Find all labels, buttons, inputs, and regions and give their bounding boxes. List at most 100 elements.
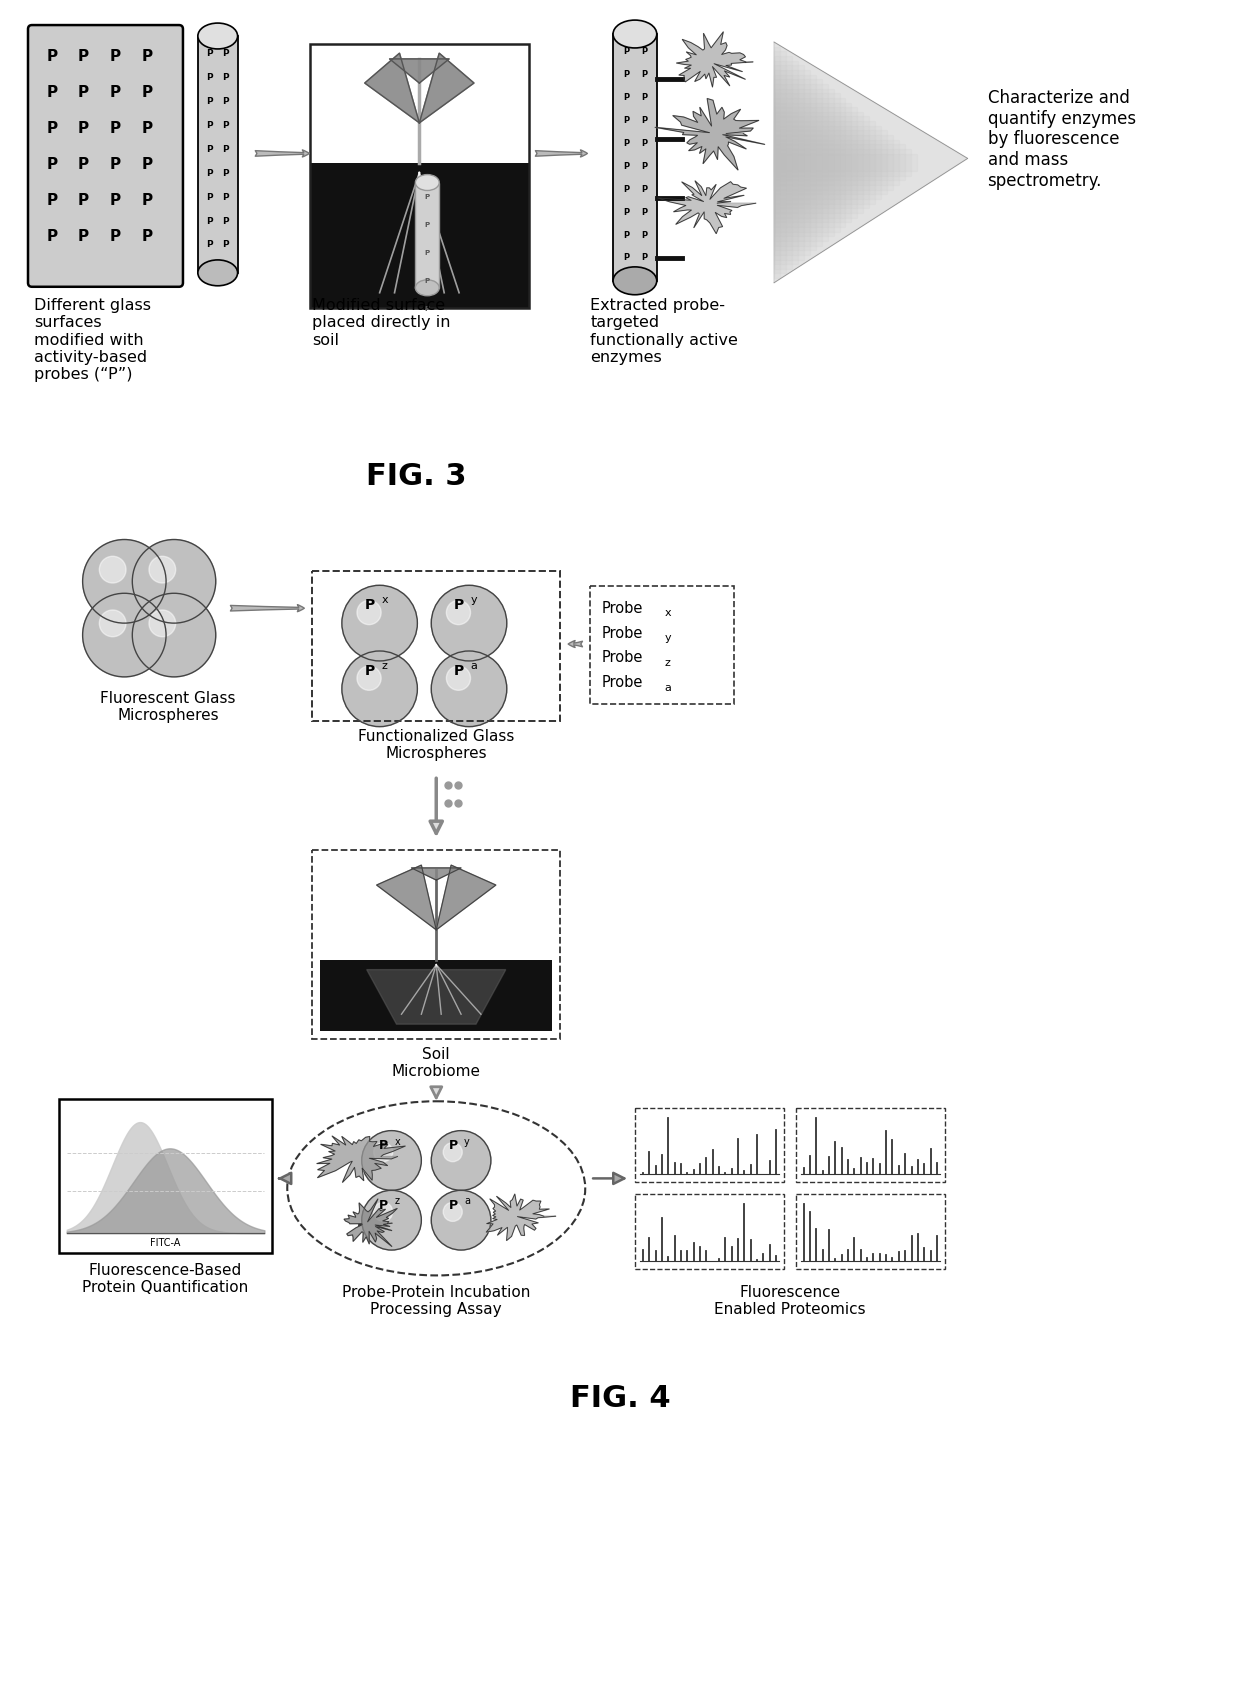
Polygon shape [774, 135, 893, 189]
Text: x: x [394, 1137, 401, 1147]
Text: P: P [222, 240, 229, 249]
Text: P: P [222, 193, 229, 201]
Text: P: P [222, 169, 229, 177]
Polygon shape [655, 99, 765, 170]
Circle shape [357, 666, 381, 690]
Text: P: P [46, 85, 57, 101]
Text: P: P [622, 116, 629, 124]
Text: Fluorescence-Based
Protein Quantification: Fluorescence-Based Protein Quantificatio… [82, 1263, 248, 1295]
Polygon shape [774, 75, 816, 250]
Circle shape [443, 1143, 463, 1162]
Bar [58, 1099, 273, 1252]
Bar [590, 586, 734, 704]
Text: P: P [379, 1138, 388, 1152]
Text: P: P [641, 254, 647, 262]
Polygon shape [657, 181, 756, 233]
Text: P: P [207, 193, 213, 201]
Text: P: P [78, 85, 89, 101]
Polygon shape [774, 121, 875, 203]
Polygon shape [677, 32, 753, 87]
Text: P: P [641, 116, 647, 124]
Text: P: P [207, 169, 213, 177]
Polygon shape [774, 43, 967, 283]
Polygon shape [365, 53, 419, 123]
Text: P: P [110, 157, 122, 172]
Bar [198, 36, 238, 273]
Ellipse shape [198, 261, 238, 286]
Ellipse shape [198, 24, 238, 49]
Text: P: P [141, 49, 153, 65]
FancyBboxPatch shape [29, 26, 184, 286]
Bar [415, 182, 439, 288]
Polygon shape [774, 97, 846, 227]
Polygon shape [486, 1195, 556, 1241]
Text: P: P [78, 157, 89, 172]
Circle shape [149, 610, 176, 637]
Text: P: P [46, 228, 57, 244]
Text: Fluorescent Glass
Microspheres: Fluorescent Glass Microspheres [100, 690, 236, 722]
Text: P: P [222, 145, 229, 153]
Polygon shape [774, 94, 839, 232]
Bar [310, 44, 528, 308]
Text: x: x [665, 608, 671, 619]
Text: P: P [110, 85, 122, 101]
Text: P: P [622, 208, 629, 216]
Text: P: P [641, 70, 647, 80]
Text: Functionalized Glass
Microspheres: Functionalized Glass Microspheres [358, 729, 515, 762]
Polygon shape [774, 102, 852, 222]
Circle shape [133, 593, 216, 676]
Circle shape [362, 1191, 422, 1251]
Polygon shape [774, 131, 887, 194]
Text: P: P [141, 193, 153, 208]
Circle shape [432, 651, 507, 726]
Text: Soil
Microbiome: Soil Microbiome [392, 1046, 481, 1079]
Circle shape [446, 666, 470, 690]
Polygon shape [774, 153, 918, 170]
Text: a: a [470, 661, 477, 671]
Text: P: P [449, 1138, 458, 1152]
Text: Different glass
surfaces
modified with
activity-based
probes (“P”): Different glass surfaces modified with a… [33, 298, 151, 382]
Text: P: P [425, 250, 430, 256]
Text: Fluorescence
Enabled Proteomics: Fluorescence Enabled Proteomics [714, 1285, 866, 1317]
Text: FITC-A: FITC-A [150, 1239, 180, 1247]
Polygon shape [317, 1137, 405, 1183]
Polygon shape [774, 112, 863, 213]
Circle shape [83, 593, 166, 676]
Text: a: a [464, 1196, 470, 1206]
Polygon shape [774, 107, 857, 218]
Circle shape [432, 1131, 491, 1191]
Polygon shape [774, 65, 804, 259]
Text: P: P [207, 216, 213, 225]
Text: P: P [46, 121, 57, 136]
Circle shape [133, 540, 216, 624]
Text: P: P [454, 598, 464, 612]
Text: P: P [78, 121, 89, 136]
Circle shape [357, 600, 381, 625]
Text: P: P [425, 307, 430, 312]
Text: P: P [46, 49, 57, 65]
Text: P: P [78, 193, 89, 208]
Circle shape [432, 1191, 491, 1251]
Text: P: P [222, 121, 229, 130]
Polygon shape [367, 970, 506, 1024]
Polygon shape [389, 60, 449, 83]
Text: Probe: Probe [603, 625, 644, 641]
Circle shape [362, 1131, 422, 1191]
Circle shape [342, 651, 418, 726]
Polygon shape [774, 83, 827, 240]
Bar [310, 162, 528, 308]
Circle shape [443, 1203, 463, 1222]
Text: y: y [471, 595, 477, 605]
Text: P: P [222, 216, 229, 225]
Circle shape [373, 1143, 393, 1162]
Text: Probe-Protein Incubation
Processing Assay: Probe-Protein Incubation Processing Assa… [342, 1285, 531, 1317]
Polygon shape [377, 866, 436, 930]
Polygon shape [774, 116, 869, 208]
Polygon shape [774, 70, 810, 256]
Text: FIG. 3: FIG. 3 [366, 462, 466, 491]
Text: P: P [449, 1198, 458, 1212]
Text: P: P [622, 48, 629, 56]
Polygon shape [436, 866, 496, 930]
Text: P: P [425, 222, 430, 228]
Polygon shape [774, 80, 822, 245]
